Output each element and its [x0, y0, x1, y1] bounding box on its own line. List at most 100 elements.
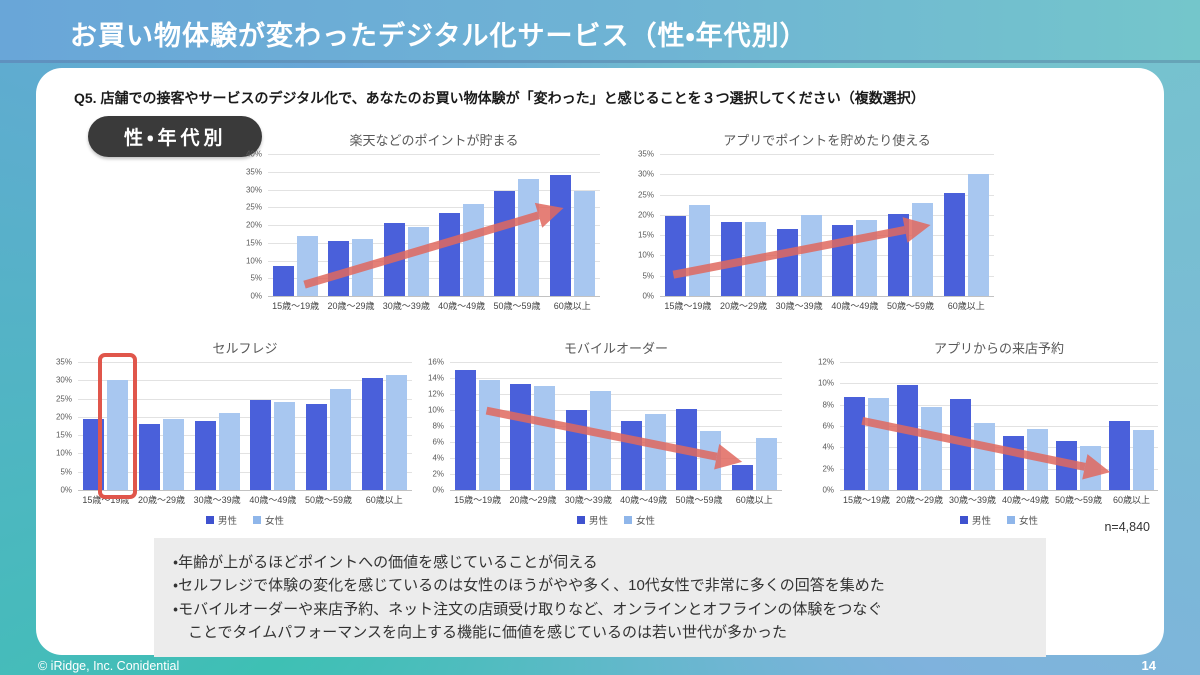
- x-category-label: 20歳〜29歳: [327, 301, 375, 311]
- bar-female: [163, 418, 184, 490]
- x-category-label: 30歳〜39歳: [382, 301, 430, 311]
- bar-female: [700, 430, 722, 490]
- x-axis-labels: 15歳〜19歳 20歳〜29歳 30歳〜39歳 40歳〜49歳 50歳〜59歳 60歳以上: [78, 493, 412, 506]
- bar-group: [999, 362, 1052, 490]
- plot-area: [840, 362, 1158, 491]
- bar-female: [407, 226, 429, 296]
- x-category-label: 60歳以上: [735, 495, 773, 505]
- x-category-label: 20歳〜29歳: [137, 495, 186, 505]
- legend-female-label: 女性: [265, 516, 285, 527]
- bar-male: [439, 212, 461, 296]
- legend-female-swatch: [1007, 516, 1015, 524]
- bar-male: [676, 409, 698, 490]
- bar-male: [621, 421, 643, 490]
- y-tick-label: 0%: [250, 291, 262, 301]
- x-axis-labels: 15歳〜19歳 20歳〜29歳 30歳〜39歳 40歳〜49歳 50歳〜59歳 60歳以上: [268, 299, 600, 312]
- title-band: [0, 0, 1200, 63]
- legend-male-swatch: [205, 516, 214, 524]
- y-tick-label: 35%: [245, 167, 262, 177]
- bar-female: [573, 191, 595, 296]
- bar-group: [1052, 362, 1105, 490]
- grid-line: [660, 154, 994, 155]
- grid-line: [840, 383, 1158, 385]
- chart-title: 楽天などのポイントが貯まる: [349, 133, 519, 148]
- bar-male: [731, 465, 753, 490]
- legend: 男性 女性: [78, 513, 412, 527]
- grid-line: [660, 296, 994, 297]
- legend-female-label: 女性: [1019, 516, 1039, 527]
- grid-line: [78, 362, 412, 363]
- y-tick-label: 40%: [245, 149, 262, 159]
- bar-male: [273, 265, 295, 296]
- bar-female: [297, 235, 319, 296]
- question-text: Q5. 店舗での接客やサービスのデジタル化で、あなたのお買い物体験が「変わった」…: [74, 90, 925, 106]
- grid-line: [268, 296, 600, 297]
- legend-female-swatch: [253, 516, 261, 524]
- y-tick-label: 6%: [822, 421, 834, 431]
- x-category-label: 60歳以上: [553, 301, 591, 311]
- y-tick-label: 0%: [822, 485, 834, 495]
- bar-group: [450, 362, 505, 490]
- y-tick-label: 0%: [642, 291, 654, 301]
- bar-male: [139, 424, 160, 490]
- grid-line: [840, 404, 1158, 406]
- grid-line: [660, 174, 994, 176]
- chart-rakuten-points: 楽天などのポイントが貯まる 40% 35% 30% 25% 20% 15% 10% 5% 0% 15…: [240, 130, 600, 312]
- plot-area: [450, 362, 782, 491]
- y-axis: 16% 14% 12% 10% 8% 6% 4% 2% 0%: [422, 358, 450, 495]
- bar-male: [306, 404, 328, 490]
- bar-female: [330, 389, 352, 490]
- bar-group: [771, 154, 827, 296]
- bar-female: [800, 214, 822, 296]
- x-category-label: 20歳〜29歳: [509, 495, 557, 505]
- y-tick-label: 15%: [637, 230, 654, 240]
- page-number: 14: [1141, 658, 1156, 673]
- y-tick-label: 10%: [427, 405, 444, 415]
- bar-male: [844, 397, 865, 490]
- bar-female: [463, 203, 485, 296]
- chart-title: セルフレジ: [212, 341, 278, 356]
- chart-title: アプリからの来店予約: [933, 341, 1064, 356]
- y-tick-label: 14%: [427, 373, 444, 383]
- bar-group: [245, 362, 301, 490]
- grid-line: [78, 490, 412, 491]
- bar-group: [660, 154, 716, 296]
- bar-group: [893, 362, 946, 490]
- x-category-label: 40歳〜49歳: [620, 495, 668, 505]
- y-tick-label: 4%: [432, 453, 444, 463]
- x-category-label: 60歳以上: [1112, 495, 1150, 505]
- note-line: ・モバイルオーダーや来店予約、ネット注文の店頭受け取りなど、オンラインとオフライ…: [173, 600, 883, 618]
- x-category-label: 30歳〜39歳: [948, 495, 997, 505]
- bar-male: [328, 240, 350, 296]
- chart-app-points: アプリでポイントを貯めたり使える 35% 30% 25% 20% 15% 10% 5% 0% 15…: [632, 130, 994, 312]
- grid-line: [268, 207, 600, 209]
- x-category-label: 30歳〜39歳: [193, 495, 241, 505]
- bar-group: [268, 154, 323, 296]
- legend-male-label: 男性: [971, 516, 991, 527]
- grid-line: [450, 490, 782, 491]
- bar-female: [385, 374, 407, 490]
- bar-group: [561, 362, 616, 490]
- y-axis: 40% 35% 30% 25% 20% 15% 10% 5% 0%: [240, 150, 268, 301]
- grid-line: [660, 194, 994, 196]
- x-category-label: 40歳〜49歳: [249, 495, 297, 505]
- bar-group: [78, 362, 134, 490]
- y-tick-label: 15%: [55, 430, 72, 440]
- legend-male-swatch: [959, 516, 968, 524]
- bar-female: [589, 390, 611, 490]
- x-category-label: 15歳〜19歳: [842, 495, 891, 505]
- bar-male: [776, 229, 798, 296]
- x-category-label: 20歳〜29歳: [895, 495, 944, 505]
- legend: 男性 女性: [450, 513, 782, 527]
- y-tick-label: 10%: [817, 378, 834, 388]
- grid-line: [78, 398, 412, 400]
- x-axis-labels: 15歳〜19歳 20歳〜29歳 30歳〜39歳 40歳〜49歳 50歳〜59歳 60歳以上: [840, 493, 1158, 506]
- x-category-label: 15歳〜19歳: [82, 495, 130, 505]
- bar-group: [1105, 362, 1158, 490]
- bar-male: [897, 385, 918, 490]
- bar-group: [616, 362, 671, 490]
- grid-line: [78, 453, 412, 455]
- y-tick-label: 5%: [250, 273, 262, 283]
- bar-group: [434, 154, 489, 296]
- bar-group: [840, 362, 893, 490]
